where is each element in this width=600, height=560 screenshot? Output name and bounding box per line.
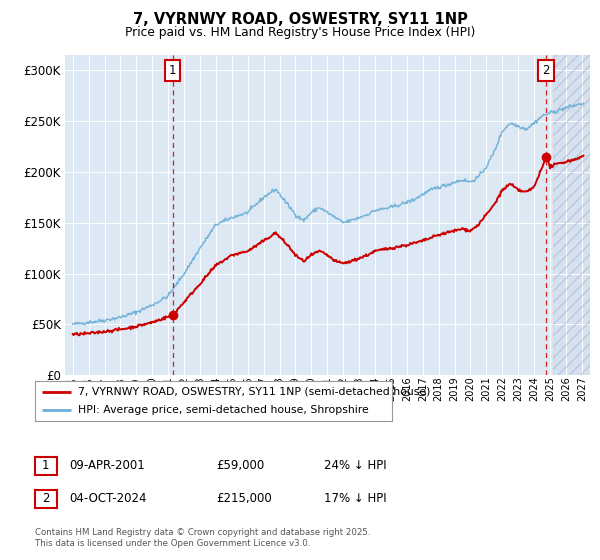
Text: 2: 2 <box>42 492 50 506</box>
Text: 09-APR-2001: 09-APR-2001 <box>69 459 145 473</box>
Text: HPI: Average price, semi-detached house, Shropshire: HPI: Average price, semi-detached house,… <box>77 405 368 415</box>
Text: 04-OCT-2024: 04-OCT-2024 <box>69 492 146 506</box>
Text: 7, VYRNWY ROAD, OSWESTRY, SY11 1NP (semi-detached house): 7, VYRNWY ROAD, OSWESTRY, SY11 1NP (semi… <box>77 387 430 396</box>
Text: £59,000: £59,000 <box>216 459 264 473</box>
Text: 24% ↓ HPI: 24% ↓ HPI <box>324 459 386 473</box>
Text: Contains HM Land Registry data © Crown copyright and database right 2025.
This d: Contains HM Land Registry data © Crown c… <box>35 528 370 548</box>
Text: 1: 1 <box>42 459 50 473</box>
Text: 7, VYRNWY ROAD, OSWESTRY, SY11 1NP: 7, VYRNWY ROAD, OSWESTRY, SY11 1NP <box>133 12 467 27</box>
Text: 17% ↓ HPI: 17% ↓ HPI <box>324 492 386 506</box>
Text: Price paid vs. HM Land Registry's House Price Index (HPI): Price paid vs. HM Land Registry's House … <box>125 26 475 39</box>
Text: £215,000: £215,000 <box>216 492 272 506</box>
Text: 2: 2 <box>542 64 550 77</box>
Text: 1: 1 <box>169 64 176 77</box>
Bar <box>553 55 590 375</box>
